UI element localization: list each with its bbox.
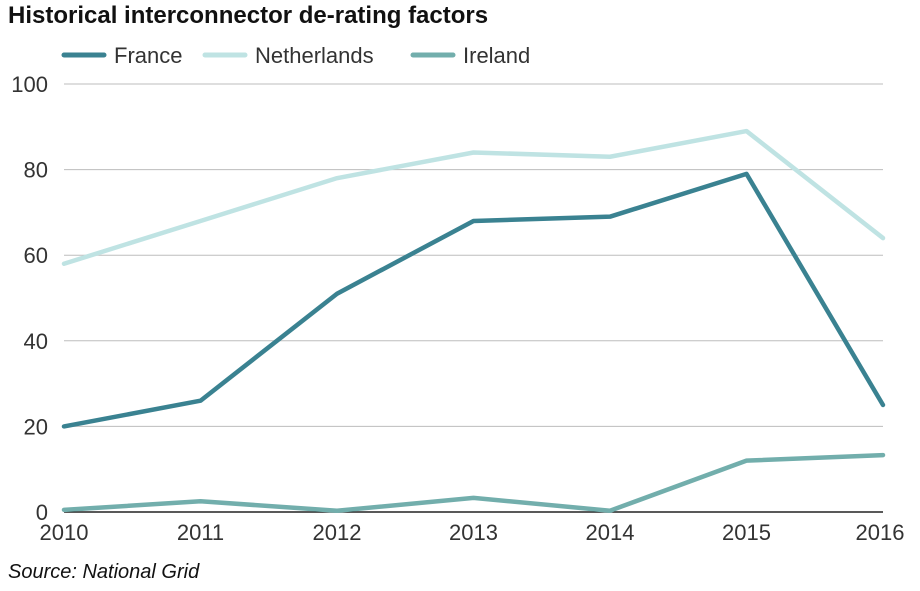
x-tick-label: 2015 bbox=[722, 520, 771, 545]
legend-label: Ireland bbox=[463, 43, 530, 68]
source-note: Source: National Grid bbox=[8, 561, 200, 583]
series-line-ireland bbox=[61, 452, 886, 513]
legend-label: Netherlands bbox=[255, 43, 374, 68]
y-axis-ticks: 0 20 40 60 80 100 bbox=[11, 72, 48, 525]
y-tick-label: 0 bbox=[36, 500, 48, 525]
chart-title: Historical interconnector de-rating fact… bbox=[8, 2, 489, 29]
x-tick-label: 2013 bbox=[449, 520, 498, 545]
x-tick-label: 2011 bbox=[177, 520, 224, 545]
y-tick-label: 40 bbox=[24, 329, 48, 354]
y-tick-label: 20 bbox=[24, 414, 48, 439]
x-tick-label: 2012 bbox=[313, 520, 362, 545]
y-tick-label: 100 bbox=[11, 72, 48, 97]
legend-label: France bbox=[114, 43, 182, 68]
x-tick-label: 2014 bbox=[586, 520, 635, 545]
x-tick-label: 2016 bbox=[856, 520, 905, 545]
series-line-france bbox=[61, 171, 886, 429]
legend: France Netherlands Ireland bbox=[61, 43, 530, 68]
x-tick-label: 2010 bbox=[40, 520, 89, 545]
x-axis-ticks: 2010 2011 2012 2013 2014 2015 2016 bbox=[40, 520, 905, 545]
grid-lines bbox=[64, 83, 883, 513]
series-lines bbox=[61, 128, 886, 513]
y-tick-label: 60 bbox=[24, 243, 48, 268]
y-tick-label: 80 bbox=[24, 158, 48, 183]
